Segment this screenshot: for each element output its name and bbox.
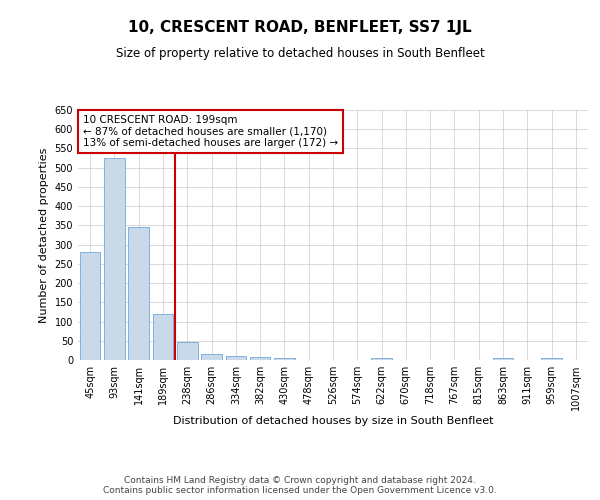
Bar: [226, 356, 246, 360]
Bar: [250, 357, 271, 360]
Bar: [201, 354, 222, 360]
Text: 10, CRESCENT ROAD, BENFLEET, SS7 1JL: 10, CRESCENT ROAD, BENFLEET, SS7 1JL: [128, 20, 472, 35]
Text: Contains HM Land Registry data © Crown copyright and database right 2024.
Contai: Contains HM Land Registry data © Crown c…: [103, 476, 497, 495]
Bar: [541, 358, 562, 360]
Text: 10 CRESCENT ROAD: 199sqm
← 87% of detached houses are smaller (1,170)
13% of sem: 10 CRESCENT ROAD: 199sqm ← 87% of detach…: [83, 115, 338, 148]
Bar: [80, 252, 100, 360]
Bar: [104, 158, 125, 360]
Bar: [152, 314, 173, 360]
Text: Size of property relative to detached houses in South Benfleet: Size of property relative to detached ho…: [116, 48, 484, 60]
Bar: [371, 358, 392, 360]
Bar: [274, 358, 295, 360]
Y-axis label: Number of detached properties: Number of detached properties: [39, 148, 49, 322]
X-axis label: Distribution of detached houses by size in South Benfleet: Distribution of detached houses by size …: [173, 416, 493, 426]
Bar: [177, 342, 197, 360]
Bar: [128, 228, 149, 360]
Bar: [493, 358, 514, 360]
